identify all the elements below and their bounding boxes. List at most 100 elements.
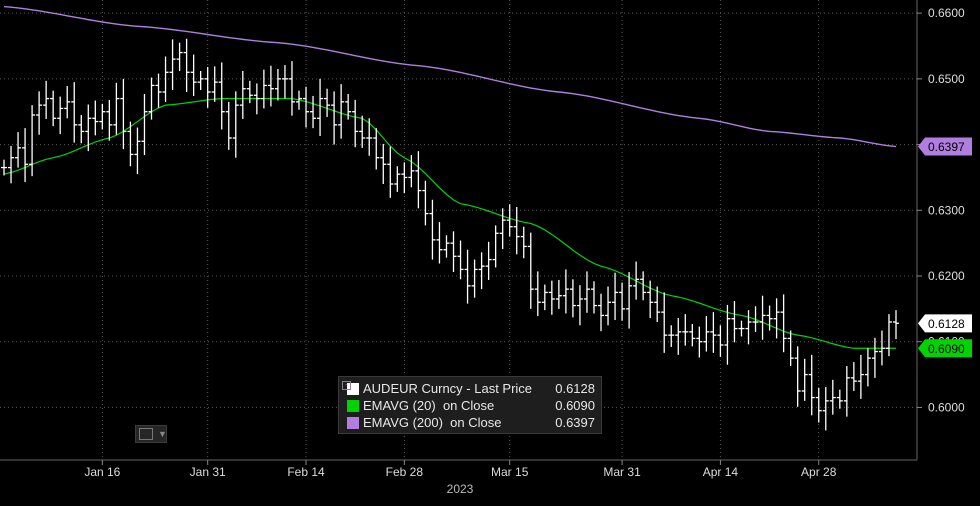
price-bar <box>612 272 619 321</box>
price-bar <box>773 298 780 339</box>
price-bar <box>366 118 373 156</box>
legend-collapse-toggle[interactable]: - <box>342 381 351 390</box>
x-tick-label: Feb 14 <box>287 465 325 479</box>
price-bar <box>422 180 429 226</box>
price-bar <box>605 286 612 326</box>
last-value-tag <box>918 137 972 156</box>
price-bar <box>239 70 246 119</box>
price-bar <box>661 292 668 353</box>
price-bar <box>654 286 661 322</box>
legend-label: AUDEUR Curncy - Last Price <box>363 381 533 396</box>
price-bar <box>703 316 710 352</box>
price-bar <box>626 272 633 329</box>
price-bar <box>850 362 857 391</box>
price-bar <box>260 69 267 109</box>
ema20-path <box>3 97 896 349</box>
price-bar <box>155 73 162 108</box>
x-tick-label: Mar 31 <box>603 465 641 479</box>
price-bar <box>513 207 520 255</box>
price-bar <box>534 271 541 317</box>
price-bar <box>829 379 836 415</box>
price-bar <box>127 121 134 167</box>
price-bar <box>225 101 232 150</box>
price-bar <box>387 146 394 198</box>
last-value-tag <box>918 339 972 358</box>
price-bar <box>590 281 597 314</box>
price-bar <box>794 346 801 407</box>
price-bar <box>717 325 724 357</box>
price-bar <box>598 293 605 332</box>
price-bar <box>141 93 148 156</box>
line-chart-icon <box>139 428 153 440</box>
price-bar <box>857 354 864 399</box>
price-bar <box>457 240 464 280</box>
price-bar <box>401 162 408 194</box>
price-bar <box>506 204 513 237</box>
price-bar <box>668 325 675 347</box>
price-bar <box>647 280 654 319</box>
y-tick-label: 0.6200 <box>928 269 965 283</box>
price-bar <box>787 330 794 367</box>
price-bar <box>274 69 281 101</box>
price-bar <box>183 38 190 92</box>
price-bar <box>436 222 443 264</box>
price-bar <box>373 128 380 170</box>
legend-swatch-ema20 <box>347 399 359 412</box>
price-bar <box>724 304 731 365</box>
price-bar <box>394 166 401 192</box>
price-bar <box>640 271 647 301</box>
legend: - AUDEUR Curncy - Last Price 0.6128 EMAV… <box>338 376 602 434</box>
x-tick-label: Feb 28 <box>386 465 424 479</box>
last-value-text: 0.6090 <box>928 342 965 356</box>
x-tick-label: Jan 31 <box>190 465 226 479</box>
price-bar <box>478 252 485 290</box>
price-bar <box>29 105 36 177</box>
price-bar <box>583 271 590 313</box>
price-bar <box>801 358 808 401</box>
x-axis-year-label: 2023 <box>447 482 474 496</box>
price-bar <box>113 82 120 135</box>
price-bar <box>204 67 211 108</box>
price-bar <box>331 91 338 145</box>
legend-label: EMAVG (20) on Close <box>363 398 495 413</box>
price-bar <box>619 282 626 321</box>
price-bar <box>232 91 239 158</box>
legend-entry-price: AUDEUR Curncy - Last Price 0.6128 <box>347 380 595 397</box>
price-bar <box>303 86 310 128</box>
legend-entry-ema20: EMAVG (20) on Close 0.6090 <box>347 397 595 414</box>
price-bar <box>338 84 345 139</box>
price-bar <box>134 127 141 175</box>
price-bar <box>548 280 555 315</box>
price-bar <box>8 145 15 184</box>
price-bar <box>43 80 50 119</box>
price-bar <box>352 99 359 148</box>
price-bar <box>443 235 450 258</box>
chart-type-dropdown[interactable]: ▼ <box>135 425 167 443</box>
price-bar <box>176 42 183 71</box>
price-bar <box>169 39 176 91</box>
last-value-label: 0.6128 <box>918 314 972 333</box>
price-bar <box>689 323 696 347</box>
price-bar <box>710 312 717 353</box>
price-bar <box>808 354 815 416</box>
legend-value: 0.6397 <box>555 415 595 430</box>
price-bar <box>85 104 92 152</box>
x-tick-label: Apr 28 <box>801 465 837 479</box>
price-bar <box>520 226 527 259</box>
price-bar <box>218 62 225 130</box>
price-bar <box>499 208 506 250</box>
price-bar <box>106 99 113 141</box>
last-value-text: 0.6397 <box>928 140 965 154</box>
price-bar <box>527 232 534 309</box>
price-bar <box>885 314 892 357</box>
price-bar <box>633 261 640 300</box>
legend-label: EMAVG (200) on Close <box>363 415 502 430</box>
price-bar <box>288 61 295 116</box>
price-bar <box>576 285 583 326</box>
price-bar <box>815 387 822 423</box>
x-tick-label: Apr 14 <box>703 465 739 479</box>
price-bar <box>464 249 471 304</box>
price-bar <box>92 100 99 136</box>
price-bar <box>246 80 253 104</box>
